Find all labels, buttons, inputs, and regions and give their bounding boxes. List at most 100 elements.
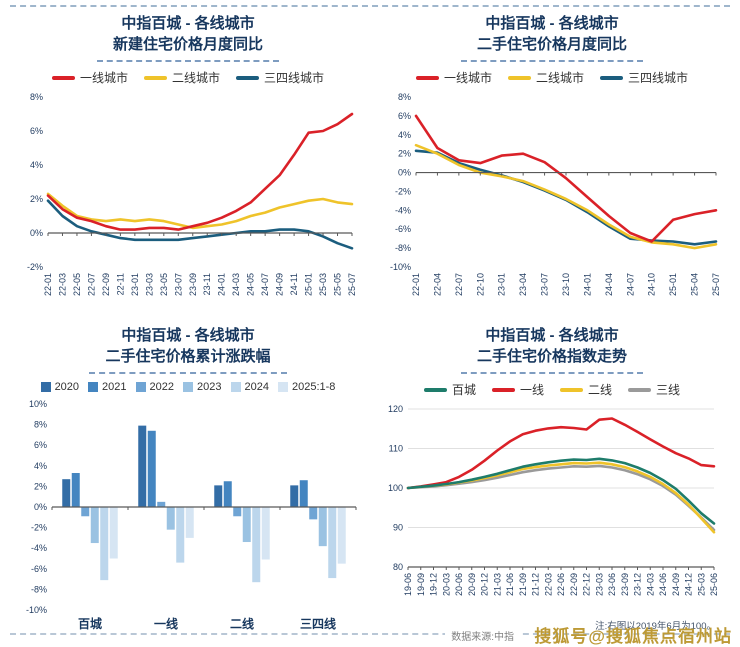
legend-line-swatch (600, 75, 623, 80)
chart-title-newhome-yoy: 中指百城 - 各线城市 新建住宅价格月度同比 (96, 10, 279, 62)
legend-square-swatch (230, 382, 241, 392)
svg-text:-10%: -10% (390, 262, 411, 272)
svg-text:二线: 二线 (230, 616, 254, 631)
legend-label: 二线 (588, 383, 613, 397)
legend-label: 2025:1-8 (291, 381, 336, 393)
chart-title-line2: 二手住宅价格指数走势 (476, 348, 627, 365)
legend-square-swatch (183, 382, 194, 392)
svg-text:22-03: 22-03 (543, 573, 553, 596)
svg-text:-4%: -4% (31, 543, 47, 553)
watermark: 搜狐号@搜狐焦点宿州站 (534, 627, 732, 646)
svg-text:24-06: 24-06 (658, 573, 668, 596)
svg-text:22-01: 22-01 (43, 273, 53, 296)
legend-label: 一线 (519, 383, 544, 397)
svg-text:25-07: 25-07 (711, 273, 721, 296)
legend-item: 一线 (491, 381, 544, 398)
svg-text:22-01: 22-01 (411, 273, 421, 296)
svg-text:6%: 6% (34, 440, 47, 450)
svg-text:20-12: 20-12 (480, 573, 490, 596)
data-source-note: 数据来源:中指 (445, 628, 520, 643)
legend-square-swatch (40, 382, 51, 392)
svg-text:-4%: -4% (395, 205, 411, 215)
legend-square-swatch (277, 382, 288, 392)
svg-text:24-12: 24-12 (684, 573, 694, 596)
chart-title-price-index: 中指百城 - 各线城市 二手住宅价格指数走势 (460, 322, 643, 374)
legend-label: 三四线城市 (628, 71, 689, 85)
svg-text:10%: 10% (29, 399, 47, 409)
legend-line-swatch (560, 387, 583, 392)
svg-text:23-03: 23-03 (144, 273, 154, 296)
charts-grid: 中指百城 - 各线城市 新建住宅价格月度同比 一线城市 二线城市 三四线城市 8% 6… (0, 7, 740, 634)
svg-text:23-10: 23-10 (561, 273, 571, 296)
svg-text:23-03: 23-03 (594, 573, 604, 596)
chart-title-line1: 中指百城 - 各线城市 (485, 15, 619, 32)
svg-text:一线: 一线 (154, 616, 178, 631)
legend-line-swatch (51, 75, 75, 80)
legend-item: 一线城市 (415, 69, 492, 86)
chart-title-line1: 中指百城 - 各线城市 (121, 327, 255, 344)
footer-divider: 数据来源:中指 (10, 628, 730, 643)
legend-square-swatch (88, 382, 99, 392)
chart-title-line2: 二手住宅价格月度同比 (476, 36, 627, 53)
svg-text:100: 100 (388, 483, 403, 493)
svg-text:8%: 8% (398, 92, 411, 102)
svg-text:25-03: 25-03 (696, 573, 706, 596)
legend-item: 一线城市 (51, 69, 128, 86)
svg-text:百城: 百城 (78, 616, 102, 631)
svg-text:20-03: 20-03 (441, 573, 451, 596)
svg-text:4%: 4% (398, 130, 411, 140)
svg-text:4%: 4% (34, 461, 47, 471)
svg-text:21-12: 21-12 (531, 573, 541, 596)
chart-title-line1: 中指百城 - 各线城市 (121, 15, 255, 32)
svg-text:24-03: 24-03 (231, 273, 241, 296)
svg-text:-2%: -2% (27, 262, 43, 272)
svg-text:23-09: 23-09 (620, 573, 630, 596)
svg-text:23-04: 23-04 (518, 273, 528, 296)
legend-item: 二线城市 (143, 69, 220, 86)
svg-text:8%: 8% (30, 92, 43, 102)
top-dashed-divider (10, 5, 730, 7)
svg-text:2%: 2% (34, 481, 47, 491)
svg-text:2%: 2% (398, 149, 411, 159)
chart-cell-secondhand-yoy: 中指百城 - 各线城市 二手住宅价格月度同比 一线城市 二线城市 三四线城市 8% 6… (370, 7, 734, 319)
svg-text:25-07: 25-07 (347, 273, 357, 296)
legend-line-swatch (415, 75, 439, 80)
legend-item: 2025:1-8 (277, 381, 336, 393)
svg-text:25-01: 25-01 (304, 273, 314, 296)
svg-text:-6%: -6% (395, 224, 411, 234)
chart-title-line2: 新建住宅价格月度同比 (112, 36, 263, 53)
line-chart-newhome-yoy: 8% 6% 4% 2% 0% -2%22-01 22-03 22-05 22-07 22-09 22… (27, 92, 357, 296)
svg-text:22-06: 22-06 (556, 573, 566, 596)
legend-line-swatch (491, 387, 515, 392)
svg-text:19-12: 19-12 (429, 573, 439, 596)
svg-text:22-07: 22-07 (86, 273, 96, 296)
svg-text:24-09: 24-09 (671, 573, 681, 596)
svg-text:22-12: 22-12 (582, 573, 592, 596)
svg-text:23-05: 23-05 (159, 273, 169, 296)
svg-text:2%: 2% (30, 194, 43, 204)
svg-text:22-05: 22-05 (72, 273, 82, 296)
svg-text:24-04: 24-04 (604, 273, 614, 296)
svg-text:20-09: 20-09 (467, 573, 477, 596)
legend-label: 2021 (102, 381, 127, 393)
legend-label: 2022 (149, 381, 175, 393)
legend-item: 2024 (230, 381, 269, 393)
svg-text:21-03: 21-03 (492, 573, 502, 596)
svg-text:8%: 8% (34, 420, 47, 430)
chart-title-secondhand-yoy: 中指百城 - 各线城市 二手住宅价格月度同比 (460, 10, 643, 62)
legend-label: 二线城市 (535, 71, 584, 85)
svg-text:4%: 4% (30, 160, 43, 170)
line-chart-secondhand-yoy: 8% 6% 4% 2% 0% -2% -4% -6% -8% -10%22-01 22-04 22-0… (390, 92, 721, 296)
svg-text:23-07: 23-07 (540, 273, 550, 296)
index-base-note: 注:右图以2019年6月为100。 (595, 621, 716, 632)
svg-text:23-09: 23-09 (188, 273, 198, 296)
legend-item: 二线 (560, 381, 612, 398)
svg-text:22-10: 22-10 (475, 273, 485, 296)
svg-text:6%: 6% (398, 111, 411, 121)
chart-cell-cumulative-change: 中指百城 - 各线城市 二手住宅价格累计涨跌幅 2020 2021 2022 2023… (6, 319, 370, 634)
svg-text:25-05: 25-05 (333, 273, 343, 296)
legend-label: 二线城市 (171, 71, 220, 85)
svg-text:-8%: -8% (395, 243, 411, 253)
svg-text:25-03: 25-03 (318, 273, 328, 296)
